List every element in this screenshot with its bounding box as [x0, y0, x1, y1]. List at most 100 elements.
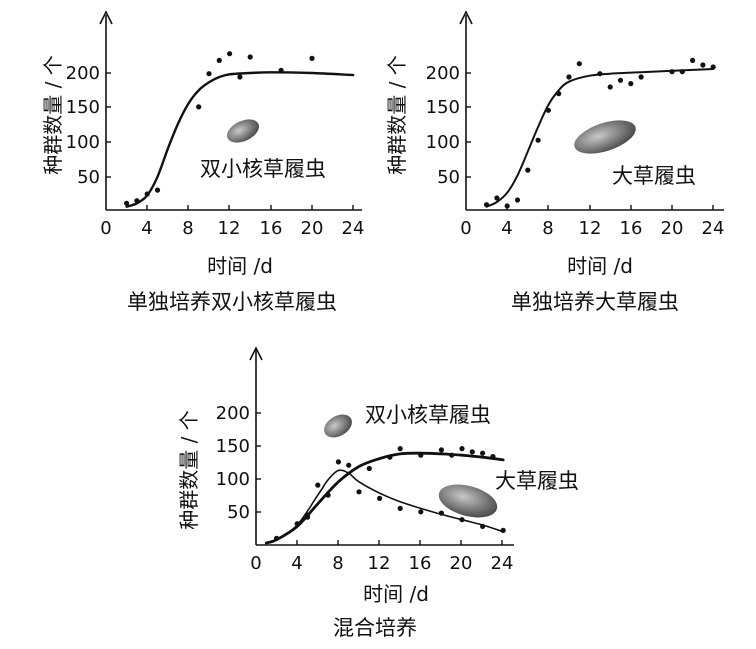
data-point: [449, 452, 455, 458]
data-point: [315, 482, 321, 488]
y-tick-label: 200: [216, 403, 250, 424]
series-label-aurelia: 双小核草履虫: [365, 403, 491, 427]
data-point: [335, 459, 341, 465]
plot-area: [484, 57, 716, 209]
data-point: [484, 202, 490, 208]
x-tick-label: 12: [368, 553, 391, 574]
x-tick-label: 8: [542, 218, 553, 239]
data-point: [418, 509, 424, 515]
x-tick-label: 24: [342, 218, 365, 239]
panel-mixed-culture: 种群数量 / 个 50 100 150 200 0 4 8 12 16 20: [177, 346, 579, 640]
x-ticks: 0 4 8 12 16 20 24: [250, 540, 513, 574]
x-tick-label: 12: [218, 218, 241, 239]
x-ticks: 0 4 8 12 16 20 24: [100, 205, 364, 239]
x-tick-label: 12: [579, 218, 602, 239]
plot-area: [124, 51, 355, 208]
y-tick-label: 100: [426, 132, 460, 153]
y-tick-label: 50: [77, 167, 100, 188]
y-tick-label: 200: [426, 63, 460, 84]
x-tick-label: 4: [141, 218, 152, 239]
species-label: 双小核草履虫: [200, 157, 326, 181]
data-point: [504, 203, 510, 209]
data-point: [607, 84, 613, 90]
x-tick-label: 20: [450, 553, 473, 574]
data-point: [418, 452, 424, 458]
x-tick-label: 8: [182, 218, 193, 239]
data-point: [459, 517, 465, 523]
data-point: [216, 57, 222, 64]
data-point: [325, 492, 331, 498]
data-point: [514, 197, 521, 203]
y-ticks: 50 100 150 200: [66, 63, 111, 188]
series-curve-1: [264, 451, 505, 545]
data-point: [700, 62, 706, 68]
data-point: [490, 454, 496, 460]
data-point: [500, 527, 506, 534]
y-ticks: 50 100 150 200: [426, 63, 471, 188]
y-tick-label: 150: [66, 97, 100, 118]
paramecium-caudatum-cell: [438, 484, 498, 518]
data-point: [535, 137, 541, 143]
series-curve-1: [485, 68, 715, 208]
data-point: [628, 81, 634, 87]
data-point: [638, 74, 644, 80]
x-tick-label: 16: [409, 553, 432, 574]
data-point: [144, 191, 150, 197]
paramecium-caudatum-cell: [574, 120, 636, 154]
y-axis-arrow: [249, 346, 263, 361]
data-point: [597, 71, 603, 77]
data-point: [566, 74, 572, 80]
x-ticks: 0 4 8 12 16 20 24: [460, 205, 724, 239]
data-point: [494, 195, 500, 201]
panel-caption: 单独培养大草履虫: [511, 290, 679, 314]
data-point: [679, 69, 685, 75]
series-label-caudatum: 大草履虫: [495, 469, 579, 493]
data-point: [237, 74, 243, 80]
y-axis-title: 种群数量 / 个: [41, 55, 65, 174]
data-point: [278, 67, 284, 73]
data-point: [124, 200, 130, 206]
y-axis-title: 种群数量 / 个: [177, 410, 201, 529]
data-point: [438, 447, 444, 453]
y-tick-label: 50: [437, 167, 460, 188]
data-point: [480, 450, 486, 456]
data-point: [576, 61, 582, 67]
data-point: [387, 454, 393, 460]
x-tick-label: 16: [620, 218, 643, 239]
species-label: 大草履虫: [612, 164, 696, 188]
data-point: [397, 505, 403, 511]
plot-area: [264, 446, 506, 545]
x-tick-label: 0: [250, 553, 261, 574]
data-point: [469, 449, 475, 455]
panel-caption: 单独培养双小核草履虫: [127, 290, 337, 314]
data-point: [196, 104, 202, 110]
data-point: [227, 51, 233, 57]
panel-paramecium-aurelia-alone: 种群数量 / 个 50 100 150 200 0 4 8 12 16 20: [41, 10, 364, 314]
data-point: [556, 91, 562, 97]
data-point: [438, 510, 444, 516]
panel-paramecium-caudatum-alone: 种群数量 / 个 50 100 150 200 0 4 8 12 16 20: [385, 10, 724, 314]
y-tick-label: 50: [227, 502, 250, 523]
data-point: [356, 489, 362, 495]
x-tick-label: 4: [501, 218, 512, 239]
data-point: [397, 446, 403, 452]
y-axis-title: 种群数量 / 个: [385, 55, 409, 174]
data-point: [525, 167, 531, 173]
data-point: [480, 523, 486, 530]
data-point: [617, 77, 624, 83]
data-point: [206, 71, 212, 77]
series-curve-1: [125, 71, 355, 208]
x-tick-label: 8: [332, 553, 343, 574]
y-tick-label: 100: [216, 469, 250, 490]
x-tick-label: 16: [260, 218, 283, 239]
y-axis-arrow: [459, 10, 473, 25]
y-tick-label: 100: [66, 132, 100, 153]
y-tick-label: 150: [426, 97, 460, 118]
data-point: [247, 54, 253, 60]
x-tick-label: 0: [100, 218, 111, 239]
x-tick-label: 0: [460, 218, 471, 239]
y-ticks: 50 100 150 200: [216, 403, 261, 523]
data-point: [134, 198, 140, 204]
y-tick-label: 200: [66, 63, 100, 84]
panel-caption: 混合培养: [333, 616, 417, 640]
